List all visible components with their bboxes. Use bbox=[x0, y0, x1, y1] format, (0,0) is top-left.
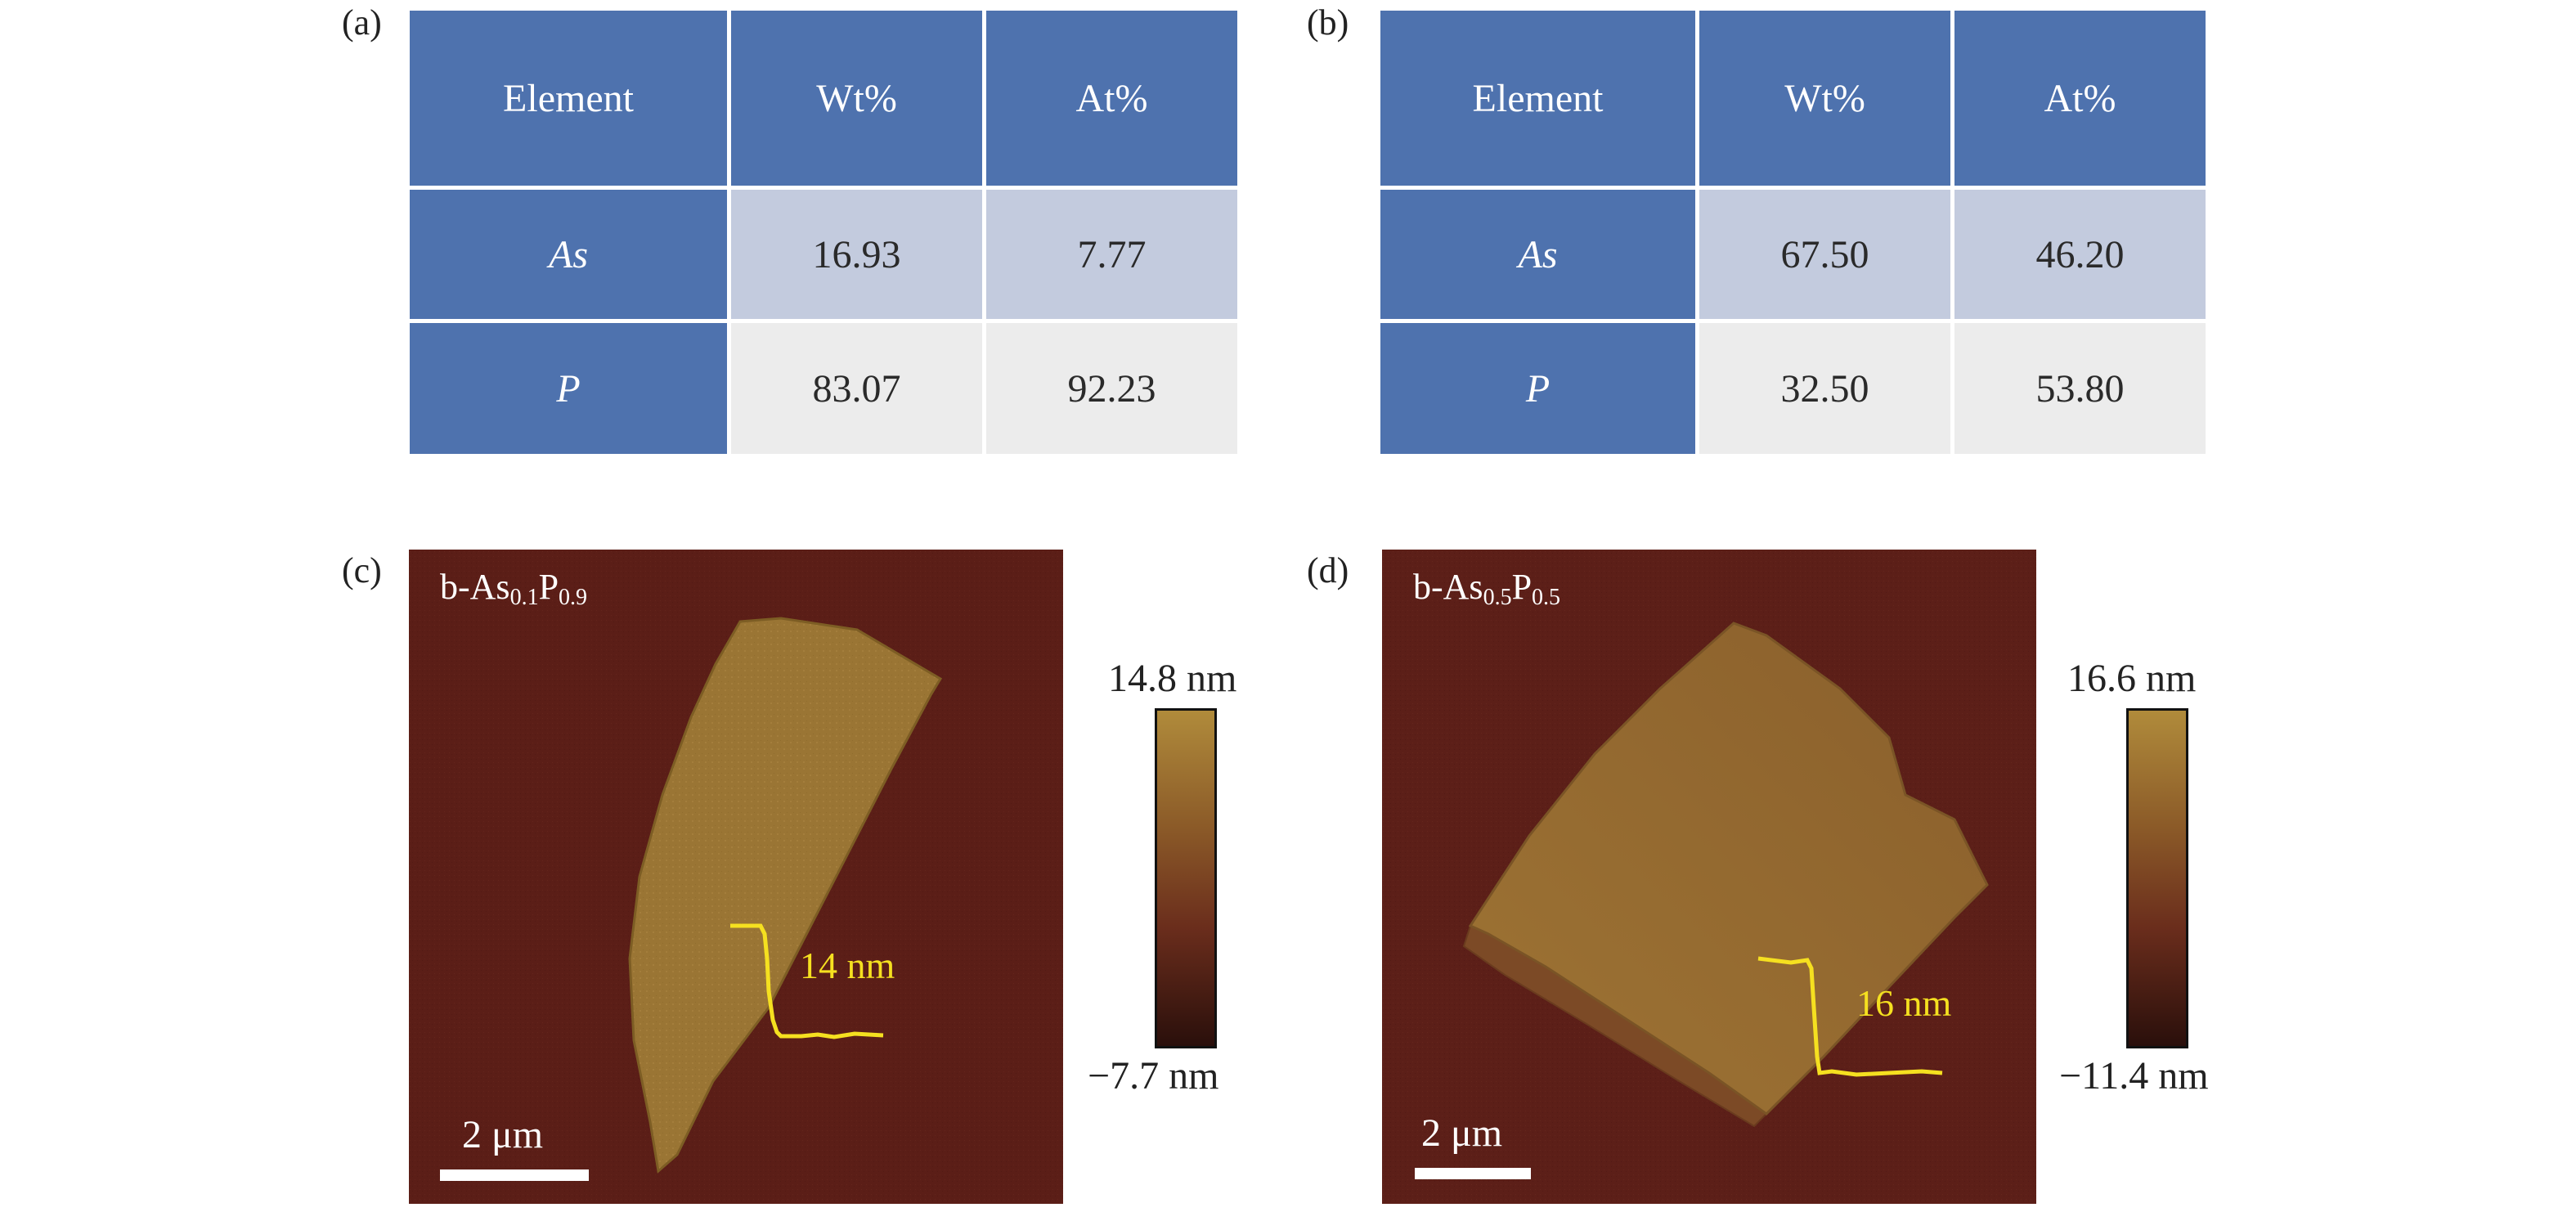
table-row: As 67.50 46.20 bbox=[1380, 190, 2206, 319]
title-text: b-As bbox=[1413, 567, 1483, 607]
afm-title-c: b-As0.1P0.9 bbox=[440, 566, 587, 611]
colorbar-min-label-c: −7.7 nm bbox=[1088, 1054, 1219, 1098]
step-height-label-c: 14 nm bbox=[800, 945, 895, 986]
title-subscript: 0.9 bbox=[559, 585, 588, 610]
title-text: P bbox=[538, 567, 559, 607]
afm-title-d: b-As0.5P0.5 bbox=[1413, 566, 1560, 611]
afm-image-c: b-As0.1P0.9 14 nm 2 μm bbox=[409, 550, 1063, 1204]
table-header-row: Element Wt% At% bbox=[1380, 11, 2206, 186]
eds-table-b: Element Wt% At% As 67.50 46.20 P 32.50 5… bbox=[1376, 7, 2210, 458]
header-wt: Wt% bbox=[731, 11, 982, 186]
scale-bar-c bbox=[440, 1169, 589, 1181]
colorbar-c bbox=[1155, 708, 1217, 1048]
table-row: P 83.07 92.23 bbox=[410, 323, 1237, 454]
title-subscript: 0.5 bbox=[1532, 585, 1561, 610]
cell-at: 46.20 bbox=[1954, 190, 2206, 319]
table-header-row: Element Wt% At% bbox=[410, 11, 1237, 186]
title-subscript: 0.1 bbox=[509, 585, 539, 610]
row-element: As bbox=[410, 190, 727, 319]
flake bbox=[1468, 622, 1989, 1115]
header-element: Element bbox=[1380, 11, 1695, 186]
cell-wt: 67.50 bbox=[1699, 190, 1950, 319]
table-row: As 16.93 7.77 bbox=[410, 190, 1237, 319]
cell-wt: 83.07 bbox=[731, 323, 982, 454]
eds-table-a: Element Wt% At% As 16.93 7.77 P 83.07 92… bbox=[406, 7, 1241, 458]
scale-bar-d bbox=[1415, 1168, 1531, 1179]
cell-wt: 16.93 bbox=[731, 190, 982, 319]
afm-image-d: b-As0.5P0.5 16 nm 2 μm bbox=[1382, 550, 2036, 1204]
colorbar-min-label-d: −11.4 nm bbox=[2059, 1054, 2209, 1098]
step-height-label-d: 16 nm bbox=[1856, 982, 1952, 1024]
header-wt: Wt% bbox=[1699, 11, 1950, 186]
cell-at: 7.77 bbox=[986, 190, 1237, 319]
row-element: P bbox=[1380, 323, 1695, 454]
title-text: b-As bbox=[440, 567, 510, 607]
title-subscript: 0.5 bbox=[1483, 585, 1512, 610]
cell-at: 92.23 bbox=[986, 323, 1237, 454]
colorbar-max-label-c: 14.8 nm bbox=[1108, 657, 1237, 700]
scale-bar-label-c: 2 μm bbox=[462, 1113, 544, 1156]
scale-bar-label-d: 2 μm bbox=[1421, 1111, 1503, 1155]
header-at: At% bbox=[986, 11, 1237, 186]
row-element: P bbox=[410, 323, 727, 454]
height-profile bbox=[730, 923, 884, 1039]
row-element: As bbox=[1380, 190, 1695, 319]
panel-label-d: (d) bbox=[1307, 550, 1349, 590]
colorbar-max-label-d: 16.6 nm bbox=[2067, 657, 2197, 700]
colorbar-d bbox=[2126, 708, 2188, 1048]
panel-label-c: (c) bbox=[342, 550, 382, 590]
cell-at: 53.80 bbox=[1954, 323, 2206, 454]
title-text: P bbox=[1511, 567, 1533, 607]
header-element: Element bbox=[410, 11, 727, 186]
afm-image-d-graphic bbox=[1382, 550, 2036, 1204]
afm-image-c-graphic bbox=[409, 550, 1063, 1204]
panel-label-a: (a) bbox=[342, 2, 382, 43]
flake bbox=[628, 617, 943, 1174]
cell-wt: 32.50 bbox=[1699, 323, 1950, 454]
table-row: P 32.50 53.80 bbox=[1380, 323, 2206, 454]
height-profile bbox=[1757, 956, 1943, 1077]
header-at: At% bbox=[1954, 11, 2206, 186]
panel-label-b: (b) bbox=[1307, 2, 1349, 43]
